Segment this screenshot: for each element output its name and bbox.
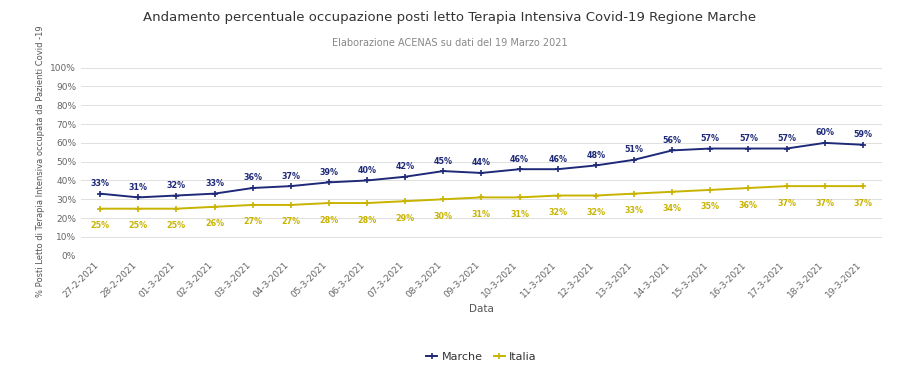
Text: 33%: 33% [205,179,224,188]
Text: 51%: 51% [625,145,643,154]
Text: 36%: 36% [739,200,758,209]
Italia [705,188,716,192]
Text: 25%: 25% [166,221,186,230]
Text: 31%: 31% [510,210,529,219]
Text: 42%: 42% [396,162,415,171]
Text: 25%: 25% [129,221,148,230]
Italia [285,203,296,207]
Text: 40%: 40% [357,166,376,175]
Italia [438,197,449,202]
Marche [133,195,144,200]
Italia [858,184,868,188]
Marche [590,163,601,168]
Text: 32%: 32% [587,208,606,217]
Marche [629,158,640,162]
Italia [629,191,640,196]
Marche [476,171,487,175]
Text: 57%: 57% [701,134,720,143]
Marche [248,186,258,190]
Text: 37%: 37% [282,171,301,180]
Text: 45%: 45% [434,156,453,165]
Italia [171,206,182,211]
Text: 37%: 37% [777,199,797,208]
Italia [248,203,258,207]
Marche [362,178,373,183]
Y-axis label: % Posti Letto di Terapia Intensiva occupata da Pazienti Covid -19: % Posti Letto di Terapia Intensiva occup… [36,26,45,297]
Marche [171,193,182,198]
Marche [323,180,334,185]
Text: 28%: 28% [357,215,377,224]
Italia [400,199,410,203]
Text: 60%: 60% [815,128,834,137]
Text: 34%: 34% [662,204,681,213]
Italia [819,184,830,188]
Marche [553,167,563,171]
Text: 56%: 56% [662,136,681,145]
Italia [781,184,792,188]
Italia [590,193,601,198]
Marche [819,141,830,145]
Marche [781,146,792,151]
Text: 35%: 35% [701,202,720,211]
Italia [514,195,525,200]
Legend: Marche, Italia: Marche, Italia [421,348,542,367]
Text: 27%: 27% [243,217,262,226]
Text: 26%: 26% [205,219,224,228]
Marche [667,148,678,153]
Marche [514,167,525,171]
Italia [667,190,678,194]
Italia [743,186,754,190]
Text: 30%: 30% [434,212,453,221]
Text: 44%: 44% [472,158,491,167]
Text: 57%: 57% [739,134,758,143]
Text: 36%: 36% [243,173,262,182]
Text: 28%: 28% [320,215,338,224]
Marche [400,174,410,179]
Line: Italia: Italia [96,183,867,212]
Marche [209,191,220,196]
Text: 25%: 25% [91,221,110,230]
Marche [438,169,449,173]
Line: Marche: Marche [96,139,867,201]
Text: 27%: 27% [281,217,301,226]
Italia [209,205,220,209]
Text: 37%: 37% [815,199,834,208]
Italia [362,201,373,205]
Text: 57%: 57% [777,134,797,143]
Italia [133,206,144,211]
Text: 46%: 46% [510,155,529,164]
Italia [476,195,487,200]
Text: 33%: 33% [91,179,110,188]
Text: 31%: 31% [472,210,491,219]
Text: 59%: 59% [853,130,872,139]
Italia [94,206,105,211]
Text: 46%: 46% [548,155,567,164]
Marche [705,146,716,151]
Text: 32%: 32% [166,181,186,190]
Text: 32%: 32% [548,208,567,217]
Text: 31%: 31% [129,183,148,192]
Text: Elaborazione ACENAS su dati del 19 Marzo 2021: Elaborazione ACENAS su dati del 19 Marzo… [332,38,568,48]
Text: 37%: 37% [853,199,872,208]
Text: 39%: 39% [320,168,338,177]
Marche [858,143,868,147]
Text: 29%: 29% [396,214,415,223]
Italia [323,201,334,205]
Text: 33%: 33% [625,206,643,215]
Text: 48%: 48% [587,151,606,160]
Marche [94,191,105,196]
Marche [743,146,754,151]
Marche [285,184,296,188]
Italia [553,193,563,198]
Text: Andamento percentuale occupazione posti letto Terapia Intensiva Covid-19 Regione: Andamento percentuale occupazione posti … [143,11,757,24]
X-axis label: Data: Data [469,304,494,314]
